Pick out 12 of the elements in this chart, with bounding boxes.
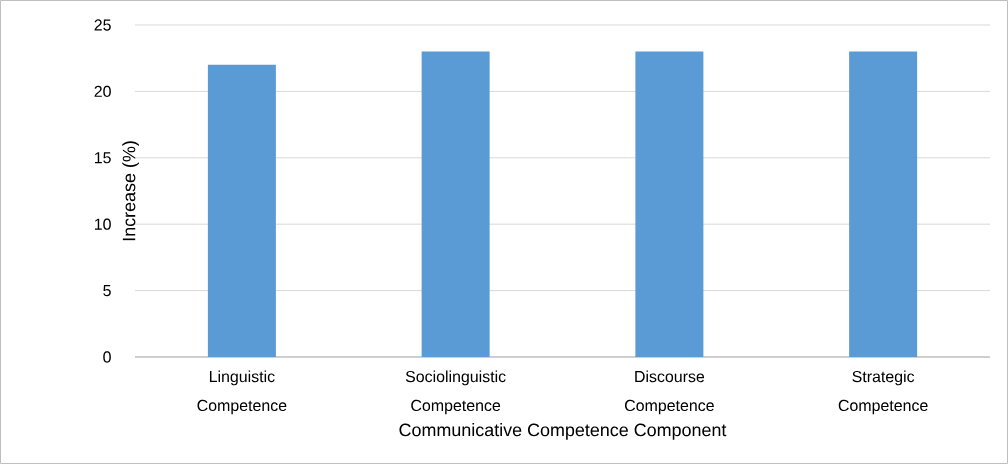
y-tick-label: 20 bbox=[94, 85, 111, 98]
x-tick-label: Strategic Competence bbox=[838, 370, 928, 415]
y-tick-label: 5 bbox=[103, 285, 111, 297]
x-tick-label: Linguistic Competence bbox=[197, 370, 287, 415]
y-axis-title: Increase (%) bbox=[122, 141, 139, 241]
y-tick-label: 10 bbox=[94, 218, 111, 230]
x-tick-label: Discourse Competence bbox=[625, 370, 714, 415]
y-tick-label: 0 bbox=[103, 351, 111, 363]
y-tick-label: 25 bbox=[94, 19, 111, 31]
x-tick-label: Sociolinguistic Competence bbox=[405, 370, 506, 415]
y-tick-label: 15 bbox=[94, 152, 111, 164]
x-axis-title: Communicative Competence Component bbox=[399, 423, 727, 440]
